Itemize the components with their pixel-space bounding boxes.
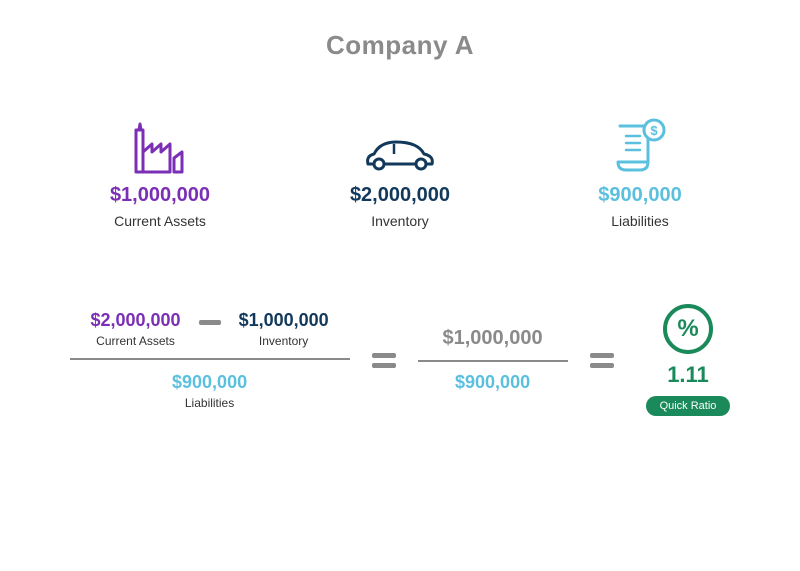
document-dollar-icon: $: [610, 116, 670, 174]
denominator: $900,000 Liabilities: [172, 360, 247, 410]
term-inventory: $1,000,000 Inventory: [239, 310, 329, 348]
denom-value: $900,000: [172, 372, 247, 393]
result-block: % 1.11 Quick Ratio: [646, 304, 731, 416]
term-value: $1,000,000: [239, 310, 329, 331]
metric-value: $900,000: [598, 184, 681, 207]
term-current-assets: $2,000,000 Current Assets: [90, 310, 180, 348]
term-value: $2,000,000: [90, 310, 180, 331]
simplified-numerator: $1,000,000: [443, 327, 543, 360]
fraction-primary: $2,000,000 Current Assets $1,000,000 Inv…: [70, 310, 350, 410]
formula-row: $2,000,000 Current Assets $1,000,000 Inv…: [0, 304, 800, 416]
metric-label: Inventory: [371, 213, 429, 229]
svg-text:$: $: [650, 123, 658, 138]
equals-icon: [590, 353, 614, 368]
metric-current-assets: $1,000,000 Current Assets: [80, 116, 240, 229]
numerator: $2,000,000 Current Assets $1,000,000 Inv…: [90, 310, 328, 358]
equals-icon: [372, 353, 396, 368]
metric-inventory: $2,000,000 Inventory: [320, 116, 480, 229]
result-label-pill: Quick Ratio: [646, 396, 731, 416]
factory-icon: [130, 116, 190, 174]
result-value: 1.11: [667, 362, 709, 388]
page-title: Company A: [0, 30, 800, 61]
fraction-simplified: $1,000,000 $900,000: [418, 327, 568, 393]
denom-label: Liabilities: [185, 396, 234, 410]
metric-value: $1,000,000: [110, 184, 210, 207]
metric-value: $2,000,000: [350, 184, 450, 207]
term-label: Inventory: [259, 334, 308, 348]
minus-icon: [199, 320, 221, 325]
metric-label: Liabilities: [611, 213, 669, 229]
term-label: Current Assets: [96, 334, 175, 348]
percent-icon: %: [663, 304, 713, 354]
simplified-denominator: $900,000: [455, 362, 530, 393]
car-icon: [360, 116, 440, 174]
metric-label: Current Assets: [114, 213, 206, 229]
metric-liabilities: $ $900,000 Liabilities: [560, 116, 720, 229]
metrics-row: $1,000,000 Current Assets $2,000,000 Inv…: [0, 116, 800, 229]
